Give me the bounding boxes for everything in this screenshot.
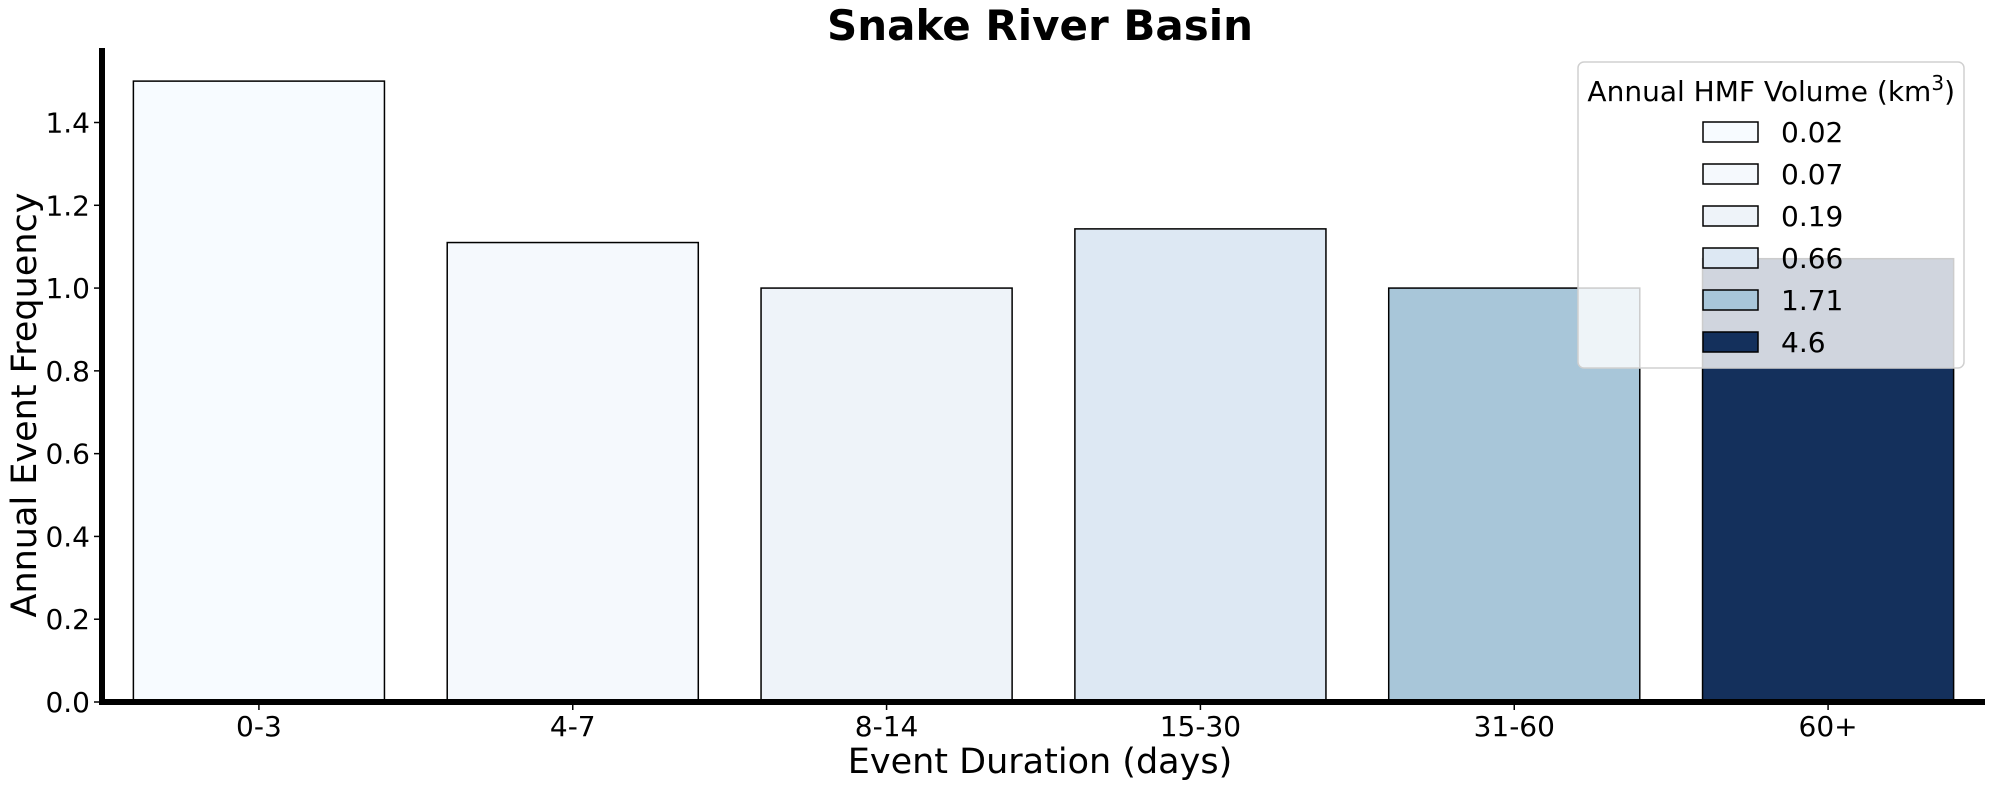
x-tick-label: 60+ (1799, 710, 1858, 743)
y-axis-ticks: 0.0 0.2 0.4 0.6 0.8 1.0 1.2 1.4 (45, 107, 102, 719)
bar-0-3 (132, 80, 386, 703)
x-tick-label: 8-14 (855, 710, 919, 743)
legend-label: 0.19 (1781, 200, 1843, 233)
legend-label: 0.66 (1781, 242, 1843, 275)
bar-15-30 (1074, 228, 1327, 703)
y-tick-label: 0.4 (45, 520, 90, 553)
legend-title-superscript: 3 (1931, 71, 1944, 95)
legend-label: 4.6 (1781, 326, 1826, 359)
legend-label: 0.02 (1781, 116, 1843, 149)
y-tick-label: 1.2 (45, 189, 90, 222)
legend-label: 1.71 (1781, 284, 1843, 317)
y-tick-label: 0.2 (45, 603, 90, 636)
x-tick-label: 31-60 (1474, 710, 1555, 743)
y-tick-label: 0.6 (45, 438, 90, 471)
y-tick-label: 1.0 (45, 272, 90, 305)
legend-swatch-4.6 (1702, 331, 1759, 353)
y-axis-label: Annual Event Frequency (5, 193, 45, 618)
legend-entries: 0.02 0.07 0.19 0.66 1.71 4.6 (1702, 116, 1843, 359)
y-tick-label: 1.4 (45, 107, 90, 140)
y-tick-label: 0.8 (45, 355, 90, 388)
legend-swatch-0.19 (1702, 205, 1759, 227)
legend-swatch-0.66 (1702, 247, 1759, 269)
legend-swatch-1.71 (1702, 289, 1759, 311)
legend-title-end: ) (1944, 75, 1955, 108)
x-axis-label: Event Duration (days) (848, 742, 1232, 782)
y-tick-label: 0.0 (45, 686, 90, 719)
legend-swatch-0.07 (1702, 163, 1759, 185)
legend-frame (1577, 61, 1965, 369)
bar-4-7 (446, 241, 700, 703)
x-tick-label: 0-3 (236, 710, 282, 743)
legend-title-main: Annual HMF Volume (km (1587, 75, 1931, 108)
x-tick-label: 15-30 (1160, 710, 1241, 743)
legend: Annual HMF Volume (km3) 0.02 0.07 0.19 0.66… (1577, 61, 1965, 369)
legend-label: 0.07 (1781, 158, 1843, 191)
legend-title: Annual HMF Volume (km3) (1587, 71, 1955, 108)
bar-8-14 (760, 287, 1013, 703)
legend-swatch-0.02 (1702, 121, 1759, 143)
chart-title: Snake River Basin (827, 1, 1253, 50)
x-tick-label: 4-7 (550, 710, 596, 743)
x-axis-ticks: 0-3 4-7 8-14 15-30 31-60 60+ (236, 702, 1858, 743)
